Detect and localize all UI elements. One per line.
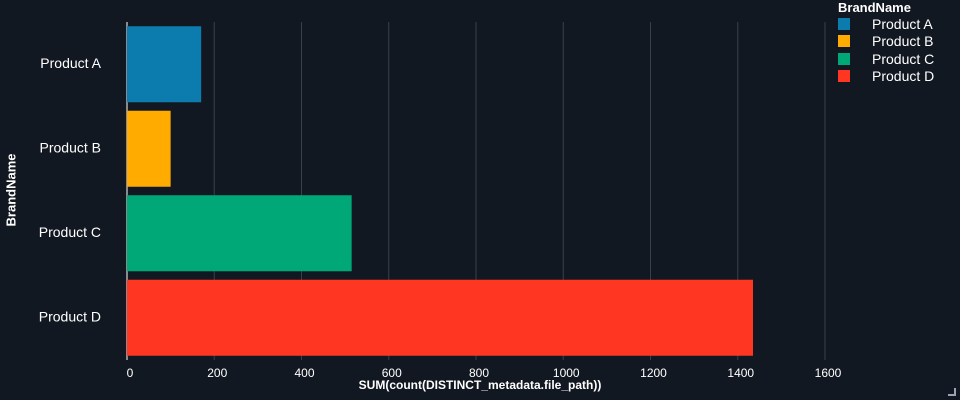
legend-item-product-b[interactable]: Product B <box>838 33 956 51</box>
legend-swatch <box>838 52 850 65</box>
x-axis-title: SUM(count(DISTINCT_metadata.file_path)) <box>358 378 602 392</box>
x-tick-label-1000: 1000 <box>553 366 580 380</box>
y-axis-title: BrandName <box>4 154 18 227</box>
y-tick-label-product-b: Product B <box>40 139 101 155</box>
legend-label: Product D <box>872 68 935 85</box>
x-tick-label-200: 200 <box>207 366 227 380</box>
legend: BrandName Product A Product B Product C … <box>838 0 956 85</box>
y-tick-label-product-d: Product D <box>39 308 101 324</box>
resize-handle[interactable] <box>948 388 956 396</box>
y-axis-title-wrap: BrandName <box>4 154 18 227</box>
bar-product-a[interactable] <box>127 26 202 103</box>
legend-title: BrandName <box>838 0 911 15</box>
bar-product-d[interactable] <box>127 279 754 356</box>
x-tick-label-0: 0 <box>127 366 134 380</box>
legend-item-product-a[interactable]: Product A <box>838 15 956 33</box>
bar-product-c[interactable] <box>127 195 352 272</box>
bars <box>127 26 754 356</box>
x-tick-label-1600: 1600 <box>815 366 842 380</box>
legend-swatch <box>838 17 850 30</box>
legend-label: Product B <box>872 33 934 50</box>
bar-product-b[interactable] <box>127 110 171 187</box>
x-tick-label-800: 800 <box>469 366 489 380</box>
x-tick-labels: 0 200 400 600 800 1000 1200 1400 1600 <box>127 366 842 380</box>
legend-swatch <box>838 70 850 83</box>
legend-label: Product C <box>872 50 935 67</box>
legend-item-product-d[interactable]: Product D <box>838 68 956 86</box>
x-tick-label-400: 400 <box>294 366 314 380</box>
y-tick-label-product-a: Product A <box>40 55 101 71</box>
y-tick-label-product-c: Product C <box>39 224 101 240</box>
x-tick-label-1200: 1200 <box>640 366 667 380</box>
legend-swatch <box>838 35 850 48</box>
x-tick-label-600: 600 <box>382 366 402 380</box>
legend-label: Product A <box>872 15 933 32</box>
y-tick-labels: Product A Product B Product C Product D <box>39 55 102 325</box>
x-tick-label-1400: 1400 <box>727 366 754 380</box>
legend-item-product-c[interactable]: Product C <box>838 50 956 68</box>
grid-lines <box>126 22 826 360</box>
